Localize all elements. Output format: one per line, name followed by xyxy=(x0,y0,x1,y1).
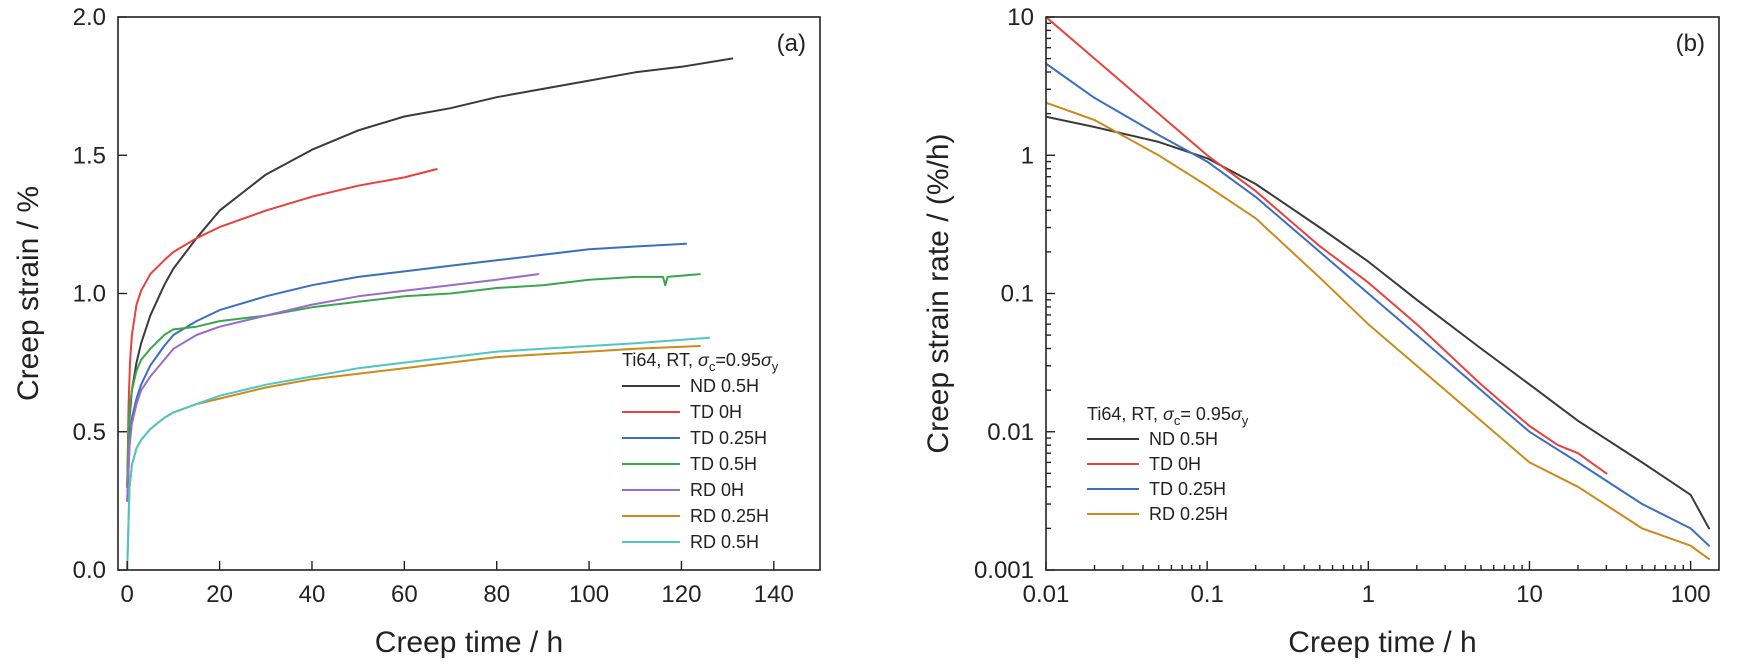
y-tick-label: 0.0 xyxy=(73,557,106,584)
x-tick-label: 120 xyxy=(661,581,701,608)
series-line-td-0h xyxy=(126,168,438,489)
y-axis-title: Creep strain rate / (%/h) xyxy=(922,133,955,453)
y-tick-label: 0.01 xyxy=(987,419,1034,446)
legend-item: RD 0H xyxy=(622,480,744,500)
legend-label: TD 0H xyxy=(690,402,742,422)
legend-label: TD 0.25H xyxy=(690,428,767,448)
x-tick-label: 10 xyxy=(1516,581,1543,608)
legend-item: ND 0.5H xyxy=(622,376,759,396)
legend-label: ND 0.5H xyxy=(690,376,759,396)
legend-item: TD 0.5H xyxy=(622,454,757,474)
chart-panel-a: 0 20 40 60 80 100 120 140 0.0 0.5 1.0 1.5 2.0 Creep t… xyxy=(12,4,821,659)
y-tick-label: 0.1 xyxy=(1001,281,1034,308)
legend-item: RD 0.25H xyxy=(1087,504,1228,524)
x-tick-label: 80 xyxy=(483,581,510,608)
series-line-rd-0h xyxy=(126,273,540,502)
series-group xyxy=(126,57,734,570)
panel-label: (a) xyxy=(777,30,806,57)
legend-label: RD 0.25H xyxy=(690,506,769,526)
y-tick-label: 0.001 xyxy=(974,557,1034,584)
legend-title: Ti64, RT, σc=0.95σy xyxy=(622,350,779,374)
panel-label: (b) xyxy=(1676,30,1705,57)
series-line-nd-0-5h xyxy=(1046,115,1710,530)
series-line-rd-0-25h xyxy=(126,345,701,570)
series-line-td-0-5h xyxy=(126,273,701,489)
x-tick-label: 100 xyxy=(1671,581,1711,608)
y-axis-title: Creep strain / % xyxy=(12,186,45,401)
x-tick-label: 60 xyxy=(391,581,418,608)
x-tick-label: 0.1 xyxy=(1190,581,1223,608)
series-line-td-0-25h xyxy=(1046,62,1710,547)
legend-label: TD 0.5H xyxy=(690,454,757,474)
legend-label: RD 0H xyxy=(690,480,744,500)
x-tick-label: 40 xyxy=(299,581,326,608)
legend-label: ND 0.5H xyxy=(1149,429,1218,449)
y-tick-label: 1.5 xyxy=(73,142,106,169)
x-tick-label: 0.01 xyxy=(1023,581,1070,608)
series-group xyxy=(1046,17,1710,561)
legend-item: ND 0.5H xyxy=(1087,429,1218,449)
legend-item: TD 0H xyxy=(622,402,742,422)
series-line-nd-0-5h xyxy=(126,57,734,489)
x-tick-label: 100 xyxy=(569,581,609,608)
y-tick-label: 1 xyxy=(1021,142,1034,169)
series-line-rd-0-5h xyxy=(126,336,711,570)
x-axis-title: Creep time / h xyxy=(1288,626,1476,659)
x-tick-label: 20 xyxy=(206,581,233,608)
legend-item: RD 0.5H xyxy=(622,532,759,552)
y-tick-label: 10 xyxy=(1007,4,1034,31)
x-tick-label: 140 xyxy=(754,581,794,608)
series-line-td-0h xyxy=(1046,17,1608,475)
legend-label: TD 0H xyxy=(1149,454,1201,474)
legend-item: TD 0H xyxy=(1087,454,1201,474)
y-tick-label: 0.5 xyxy=(73,419,106,446)
legend-item: TD 0.25H xyxy=(622,428,767,448)
y-tick-label: 2.0 xyxy=(73,4,106,31)
legend-item: RD 0.25H xyxy=(622,506,769,526)
x-axis-title: Creep time / h xyxy=(375,626,563,659)
legend-label: RD 0.5H xyxy=(690,532,759,552)
legend-title: Ti64, RT, σc= 0.95σy xyxy=(1087,404,1249,428)
series-line-td-0-25h xyxy=(126,242,688,502)
legend-label: RD 0.25H xyxy=(1149,504,1228,524)
x-tick-label: 1 xyxy=(1362,581,1375,608)
series-line-rd-0-25h xyxy=(1046,101,1710,561)
legend-item: TD 0.25H xyxy=(1087,479,1226,499)
y-tick-label: 1.0 xyxy=(73,281,106,308)
x-tick-label: 0 xyxy=(121,581,134,608)
legend-label: TD 0.25H xyxy=(1149,479,1226,499)
